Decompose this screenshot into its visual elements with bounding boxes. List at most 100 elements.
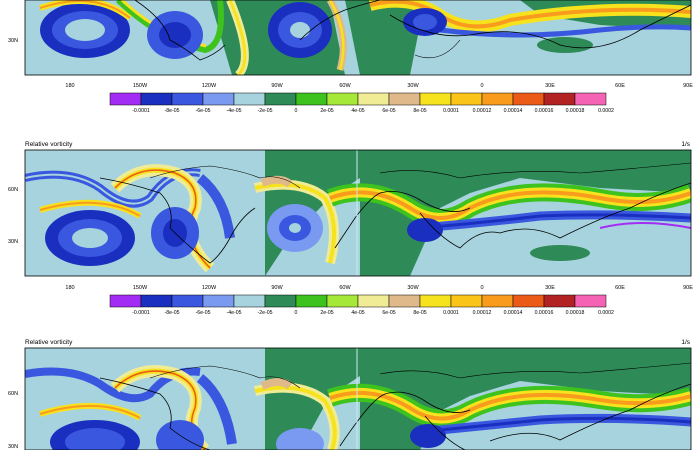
colorbar-swatch (481, 294, 514, 308)
map-frame-3 (24, 347, 692, 450)
colorbar-label: 2e-05 (320, 310, 333, 316)
colorbar-label: -2e-05 (258, 310, 273, 316)
colorbar-swatch (512, 294, 545, 308)
lon-label: 30E (545, 285, 555, 291)
colorbar-label: 0.00018 (566, 108, 585, 114)
colorbar-label: 4e-05 (351, 108, 364, 114)
colorbar-swatch (171, 294, 204, 308)
lat-labels-3: 60N 30N (8, 391, 18, 450)
vorticity-panel-2: Relative vorticity 1/s (8, 141, 693, 316)
lon-label: 60E (615, 285, 625, 291)
colorbar-label: 0.00016 (535, 310, 554, 316)
colorbar-swatch (233, 92, 266, 106)
colorbar-swatch (326, 294, 359, 308)
lon-label: 30W (407, 285, 419, 291)
colorbar-swatch (450, 92, 483, 106)
lat-label: 60N (8, 391, 18, 397)
lat-labels-1: 30N (8, 38, 18, 44)
lon-label: 60W (339, 285, 351, 291)
colorbar-swatch (388, 294, 421, 308)
lon-label: 0 (480, 83, 483, 89)
lat-label: 60N (8, 187, 18, 193)
colorbar-label: -4e-05 (227, 310, 242, 316)
colorbar-label: 0 (295, 108, 298, 114)
colorbar-label: 0.0002 (598, 310, 614, 316)
colorbar-label: 6e-05 (382, 108, 395, 114)
colorbar-swatch (140, 92, 173, 106)
lon-label: 30W (407, 83, 419, 89)
colorbar-label: -8e-05 (165, 310, 180, 316)
lon-labels-2: 180 150W 120W 90W 60W 30W 0 30E 60E 90E (65, 285, 693, 291)
colorbar-label: -6e-05 (196, 310, 211, 316)
colorbar-label: 8e-05 (413, 310, 426, 316)
lon-label: 120W (202, 83, 217, 89)
colorbar-swatch (419, 294, 452, 308)
colorbar-swatch (419, 92, 452, 106)
lon-label: 150W (133, 83, 148, 89)
colorbar-swatch (264, 92, 297, 106)
lon-label: 90E (683, 285, 693, 291)
panel-units: 1/s (681, 339, 690, 346)
lon-label: 90W (271, 285, 283, 291)
lat-labels-2: 60N 30N (8, 187, 18, 245)
lon-label: 180 (65, 83, 74, 89)
colorbar-1: -0.0001 -8e-05 -6e-05 -4e-05 -2e-05 0 2e-05 4e-… (109, 92, 614, 114)
colorbar-label: -4e-05 (227, 108, 242, 114)
colorbar-label: -8e-05 (165, 108, 180, 114)
colorbar-swatch (357, 294, 390, 308)
colorbar-swatch (574, 92, 607, 106)
colorbar-label: 0.00014 (504, 108, 523, 114)
colorbar-label: -6e-05 (196, 108, 211, 114)
colorbar-label: 0.0001 (443, 108, 459, 114)
vorticity-panel-1: 30N 180 150W 120W 90W 60W 30W 0 30E 60E … (8, 0, 693, 114)
colorbar-label: 0.00012 (473, 310, 492, 316)
colorbar-label: -2e-05 (258, 108, 273, 114)
map-field-1 (25, 0, 691, 75)
colorbar-label: 0.00012 (473, 108, 492, 114)
colorbar-label: 0.00018 (566, 310, 585, 316)
colorbar-swatch (512, 92, 545, 106)
colorbar-swatch (574, 294, 607, 308)
lon-labels-1: 180 150W 120W 90W 60W 30W 0 30E 60E 90E (65, 83, 693, 89)
colorbar-label: 8e-05 (413, 108, 426, 114)
lon-label: 150W (133, 285, 148, 291)
colorbar-swatch (171, 92, 204, 106)
colorbar-swatch (543, 294, 576, 308)
colorbar-swatch (357, 92, 390, 106)
vorticity-panel-3: Relative vorticity 1/s 60N 30N (8, 339, 692, 450)
colorbar-label: 0.0001 (443, 310, 459, 316)
panel-title: Relative vorticity (25, 339, 73, 346)
colorbar-label: 0.0002 (598, 108, 614, 114)
lon-label: 60E (615, 83, 625, 89)
lon-label: 120W (202, 285, 217, 291)
colorbar-swatch (109, 294, 142, 308)
colorbar-swatch (326, 92, 359, 106)
panel-units: 1/s (681, 141, 690, 148)
colorbar-swatch (140, 294, 173, 308)
map-frame-1 (24, 0, 692, 76)
colorbar-label: -0.0001 (132, 310, 150, 316)
lon-label: 180 (65, 285, 74, 291)
colorbar-swatch (202, 92, 235, 106)
lon-label: 90W (271, 83, 283, 89)
colorbar-swatch (264, 294, 297, 308)
panel-title: Relative vorticity (25, 141, 73, 148)
colorbar-swatch (109, 92, 142, 106)
lon-label: 90E (683, 83, 693, 89)
map-frame-2 (24, 149, 692, 277)
colorbar-swatch (202, 294, 235, 308)
colorbar-swatch (295, 92, 328, 106)
colorbar-2: -0.0001 -8e-05 -6e-05 -4e-05 -2e-05 0 2e-05 4e-… (109, 294, 614, 316)
colorbar-label: 0 (295, 310, 298, 316)
map-field-2 (25, 150, 691, 276)
lon-label: 30E (545, 83, 555, 89)
colorbar-label: 0.00014 (504, 310, 523, 316)
colorbar-label: -0.0001 (132, 108, 150, 114)
map-field-3 (25, 348, 691, 450)
lon-label: 0 (480, 285, 483, 291)
lat-label: 30N (8, 444, 18, 450)
colorbar-label: 6e-05 (382, 310, 395, 316)
colorbar-label: 2e-05 (320, 108, 333, 114)
colorbar-swatch (388, 92, 421, 106)
colorbar-swatch (450, 294, 483, 308)
